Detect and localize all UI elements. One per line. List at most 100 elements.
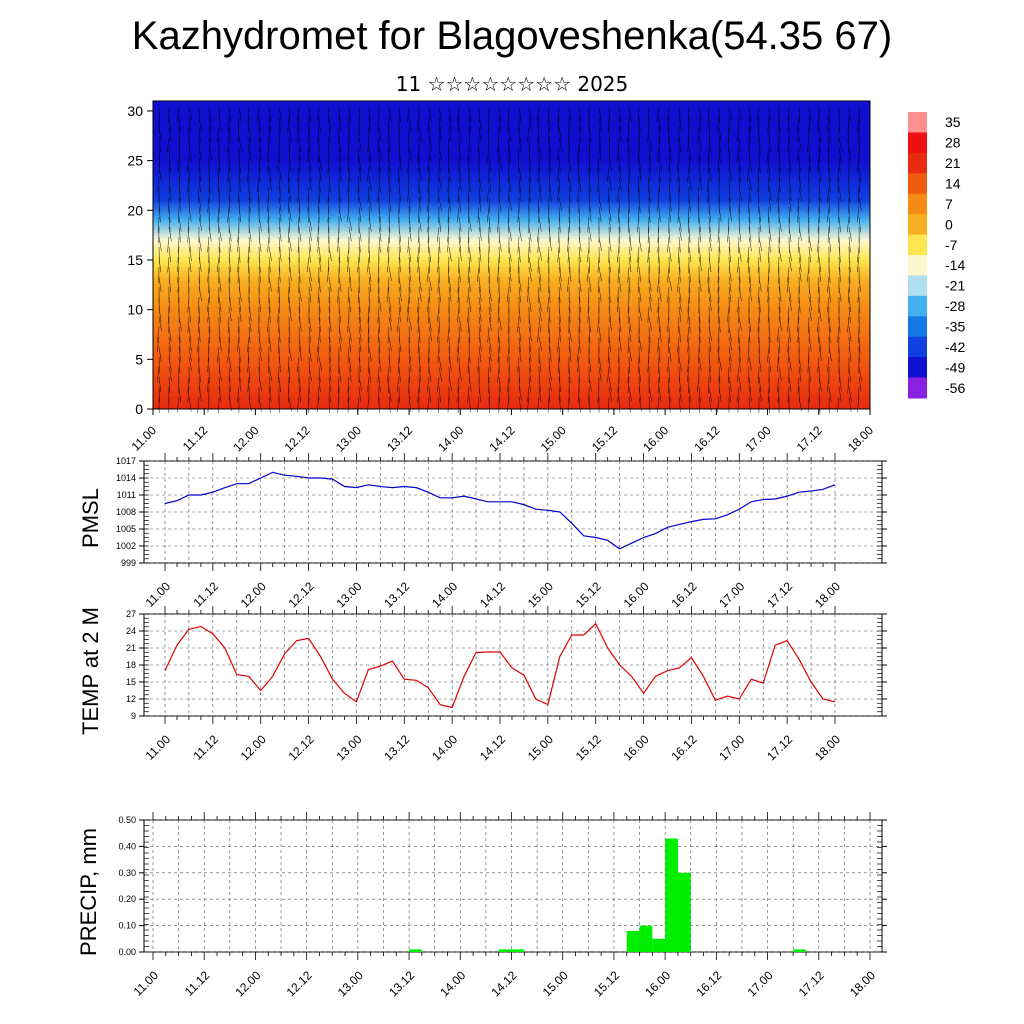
wind-barb	[378, 296, 382, 312]
wind-barb	[638, 386, 642, 403]
wind-barb	[168, 176, 171, 193]
wind-barb	[487, 256, 490, 273]
wind-barb	[628, 396, 631, 413]
wind-barb	[528, 116, 532, 132]
wind-barb	[688, 276, 691, 293]
wind-barb	[738, 346, 741, 363]
wind-barb	[708, 226, 712, 242]
wind-barb	[838, 256, 841, 273]
wind-barb	[238, 346, 241, 363]
wind-barb	[778, 286, 782, 302]
wind-barb	[447, 206, 450, 223]
wind-barb	[158, 236, 162, 252]
precip-bar	[639, 925, 653, 952]
wind-barb	[518, 336, 521, 353]
wind-barb	[347, 146, 350, 163]
wind-barb	[427, 226, 430, 243]
wind-barb	[627, 296, 630, 313]
pmsl-x-tick-label: 17.00	[716, 579, 747, 610]
wind-barb	[528, 376, 531, 393]
wind-barb	[778, 176, 781, 193]
wind-barb	[388, 136, 391, 153]
wind-barb	[817, 276, 820, 293]
wind-barb	[528, 336, 532, 353]
wind-barb	[237, 236, 240, 253]
pmsl-y-tick-label: 1008	[116, 507, 136, 517]
wind-barb	[367, 186, 370, 203]
wind-barb	[437, 376, 440, 393]
wind-barb	[328, 296, 331, 313]
wind-barb	[318, 306, 321, 323]
wind-barb	[238, 366, 241, 383]
wind-barb	[658, 176, 661, 193]
wind-barb	[678, 216, 682, 232]
wind-barb	[248, 226, 252, 242]
wind-barb	[377, 306, 380, 323]
wind-barb	[648, 186, 651, 203]
wind-barb	[188, 266, 190, 283]
wind-barb	[738, 106, 742, 122]
wind-barb	[468, 176, 472, 193]
wind-barb	[367, 316, 370, 333]
wind-barb	[798, 176, 802, 192]
wind-barb	[448, 166, 451, 183]
wind-barb	[818, 346, 823, 362]
wind-barb	[548, 106, 550, 123]
wind-barb	[436, 226, 440, 243]
wind-barb	[427, 116, 430, 133]
wind-barb	[777, 136, 780, 153]
wind-barb	[698, 356, 702, 372]
wind-barb	[448, 126, 452, 142]
wind-barb	[198, 166, 202, 183]
wind-barb	[388, 356, 391, 373]
wind-barb	[467, 306, 470, 323]
wind-barb	[558, 326, 561, 343]
wind-barb	[418, 226, 420, 243]
wind-barb	[437, 276, 440, 293]
wind-barb	[838, 376, 842, 392]
colorbar-swatch	[908, 234, 927, 256]
wind-barb	[708, 166, 712, 182]
wind-barb	[398, 236, 401, 253]
wind-barb	[647, 226, 650, 243]
wind-barb	[657, 306, 660, 323]
wind-barb	[168, 276, 172, 293]
wind-barb	[268, 376, 272, 393]
wind-barb	[668, 196, 672, 212]
wind-barb	[438, 146, 443, 161]
wind-barb	[417, 316, 420, 333]
wind-barb	[258, 346, 263, 361]
colorbar-label: 35	[945, 114, 961, 130]
wind-barb	[178, 116, 181, 133]
wind-barb	[796, 116, 800, 133]
wind-barb	[228, 126, 231, 143]
wind-barb	[768, 236, 771, 253]
wind-barb	[208, 226, 212, 242]
wind-barb	[238, 206, 242, 223]
wind-barb	[808, 216, 810, 233]
colorbar-swatch	[908, 377, 927, 399]
wind-barb	[378, 336, 381, 353]
wind-barb	[838, 116, 841, 133]
wind-barb	[318, 166, 322, 182]
wind-barb	[207, 346, 210, 363]
temp-x-tick-label: 17.00	[716, 732, 747, 763]
wind-barb	[467, 386, 470, 403]
wind-barb	[508, 216, 510, 233]
wind-barb	[157, 176, 160, 193]
wind-barb	[598, 116, 602, 132]
wind-barb	[758, 296, 761, 313]
wind-barb	[207, 236, 210, 253]
wind-barb	[848, 186, 850, 203]
wind-barb	[188, 336, 192, 352]
wind-barb	[477, 356, 480, 373]
wind-barb	[648, 156, 652, 173]
wind-barb	[538, 176, 542, 193]
wind-barb	[377, 366, 380, 383]
pmsl-x-tick-label: 13.00	[333, 579, 364, 610]
wind-barb	[748, 396, 751, 413]
wind-barb	[368, 116, 371, 133]
wind-barb	[848, 346, 852, 362]
wind-barb	[727, 226, 730, 243]
wind-barb	[518, 346, 522, 362]
